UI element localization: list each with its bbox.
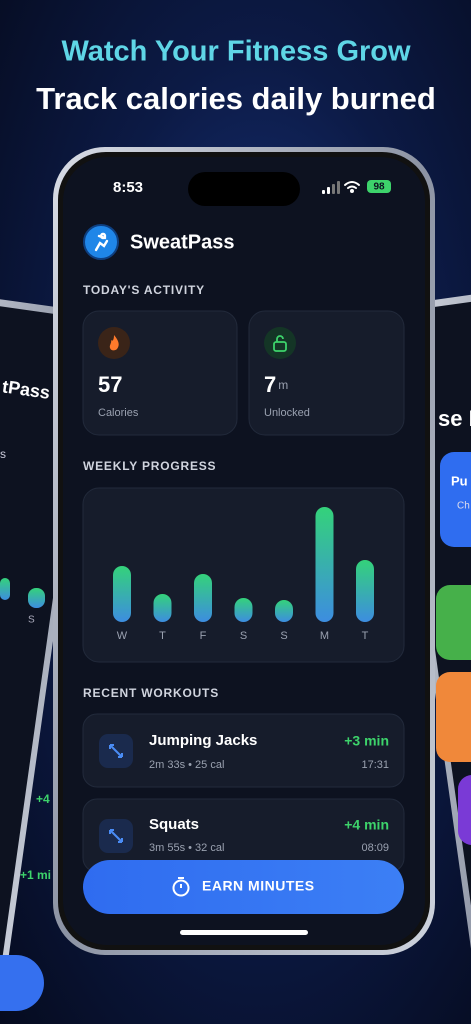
signal-icon bbox=[322, 181, 340, 194]
day-label: W bbox=[117, 630, 128, 642]
stat-number: 7 bbox=[264, 372, 276, 397]
side-card bbox=[436, 672, 471, 762]
workout-name: Squats bbox=[149, 816, 199, 833]
side-text: +1 mi bbox=[20, 868, 51, 882]
home-indicator bbox=[180, 930, 308, 935]
wifi-icon bbox=[344, 181, 360, 193]
main-phone: 8:53 98 SweatPass TODAY'S ACTIVITY 57 Ca… bbox=[53, 147, 435, 955]
battery-level: 98 bbox=[373, 182, 385, 193]
side-text: +4 bbox=[36, 792, 50, 806]
workout-time: 08:09 bbox=[361, 842, 389, 854]
lock-icon-bg bbox=[264, 327, 296, 359]
day-label: T bbox=[362, 630, 369, 642]
workout-detail: 2m 33s • 25 cal bbox=[149, 759, 224, 771]
side-button bbox=[0, 955, 44, 1011]
bar bbox=[153, 594, 172, 622]
workout-reward: +3 min bbox=[344, 733, 389, 749]
stat-label: Calories bbox=[98, 407, 139, 419]
status-time: 8:53 bbox=[113, 179, 143, 196]
side-card bbox=[440, 452, 471, 547]
lock-icon bbox=[273, 341, 287, 352]
day-label: T bbox=[159, 630, 166, 642]
bar bbox=[234, 598, 253, 622]
section-heading: WEEKLY PROGRESS bbox=[83, 459, 216, 473]
workout-reward: +4 min bbox=[344, 817, 389, 833]
bar bbox=[194, 574, 212, 622]
day-label: F bbox=[200, 630, 207, 642]
bar bbox=[315, 507, 334, 622]
earn-button-label: EARN MINUTES bbox=[202, 878, 315, 894]
side-text: S bbox=[28, 615, 35, 626]
section-heading: RECENT WORKOUTS bbox=[83, 686, 219, 700]
headline: Watch Your Fitness Grow bbox=[61, 36, 411, 68]
workout-glyph bbox=[109, 829, 123, 843]
side-card bbox=[458, 775, 471, 845]
workout-glyph bbox=[109, 744, 123, 758]
stat-label: Unlocked bbox=[264, 407, 310, 419]
stat-unit: m bbox=[278, 378, 288, 392]
left-phone: tPass s S +4 +1 mi bbox=[0, 289, 94, 1021]
workout-name: Jumping Jacks bbox=[149, 732, 257, 749]
day-label: S bbox=[240, 630, 247, 642]
bar bbox=[356, 560, 374, 622]
right-phone: se E Pu Ch bbox=[386, 284, 471, 1016]
flame-icon bbox=[109, 335, 119, 351]
subheadline: Track calories daily burned bbox=[36, 81, 436, 116]
day-label: M bbox=[320, 630, 329, 642]
side-card bbox=[436, 585, 471, 660]
workout-detail: 3m 55s • 32 cal bbox=[149, 842, 224, 854]
side-text: Ch bbox=[457, 501, 470, 512]
side-bar bbox=[28, 588, 45, 608]
dynamic-island bbox=[188, 172, 300, 206]
section-heading: TODAY'S ACTIVITY bbox=[83, 283, 205, 297]
workout-card[interactable] bbox=[82, 713, 405, 788]
app-logo bbox=[83, 224, 119, 260]
side-text: se E bbox=[438, 406, 471, 431]
bar bbox=[113, 566, 131, 622]
lock-shackle bbox=[276, 335, 284, 342]
bar bbox=[275, 600, 293, 622]
logo-figure bbox=[94, 232, 109, 252]
side-bar bbox=[0, 578, 10, 600]
timer-icon bbox=[172, 879, 190, 897]
battery bbox=[367, 180, 391, 193]
side-text: s bbox=[0, 447, 6, 461]
app-name: SweatPass bbox=[130, 231, 235, 253]
day-label: S bbox=[280, 630, 287, 642]
stat-value: 57 bbox=[98, 372, 122, 397]
timer-hand bbox=[178, 877, 184, 888]
workout-time: 17:31 bbox=[361, 759, 389, 771]
side-text: Pu bbox=[451, 473, 468, 488]
earn-button[interactable] bbox=[83, 860, 404, 914]
